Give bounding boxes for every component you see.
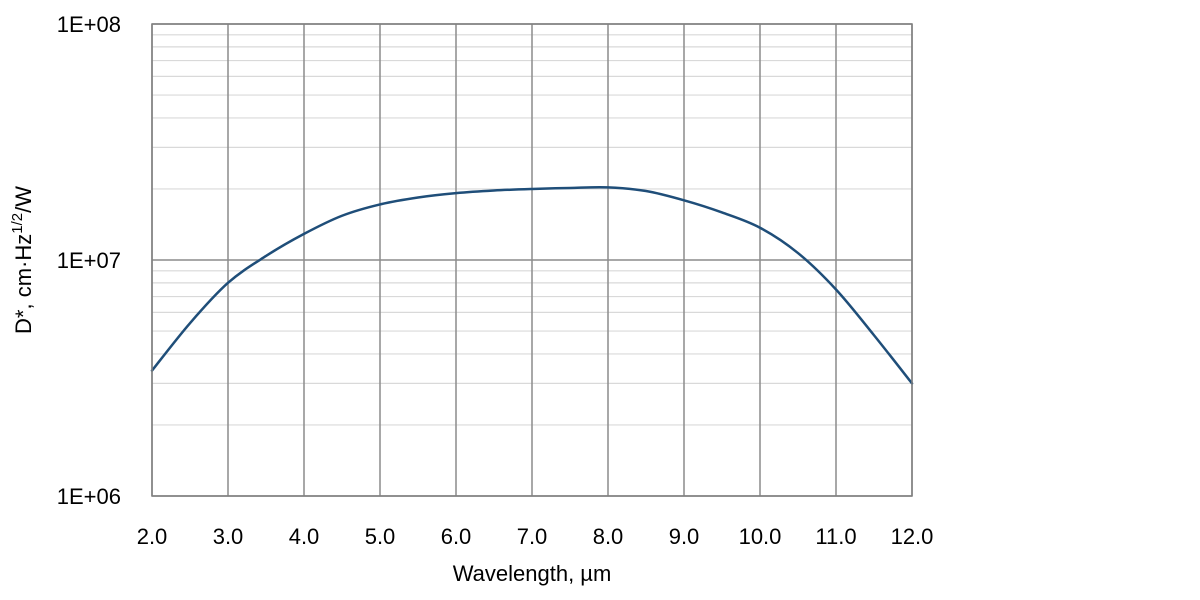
x-tick-label: 6.0: [441, 524, 472, 549]
x-tick-labels: 2.0 3.0 4.0 5.0 6.0 7.0 8.0 9.0 10.0 11.0 12.0: [137, 524, 934, 549]
y-axis-title-superscript: 1/2: [9, 213, 26, 234]
y-tick-label: 1E+06: [57, 484, 121, 509]
y-axis-title-main: D*, cm·Hz: [11, 234, 36, 334]
x-tick-label: 4.0: [289, 524, 320, 549]
detectivity-series-line: [150, 186, 914, 385]
y-tick-label: 1E+07: [57, 248, 121, 273]
x-tick-label: 9.0: [669, 524, 700, 549]
x-axis-title: Wavelength, µm: [453, 561, 612, 586]
x-tick-label: 5.0: [365, 524, 396, 549]
x-tick-label: 3.0: [213, 524, 244, 549]
x-tick-label: 2.0: [137, 524, 168, 549]
x-tick-label: 11.0: [815, 524, 856, 549]
x-tick-label: 8.0: [593, 524, 624, 549]
y-tick-label: 1E+08: [57, 12, 121, 37]
plot-frame: [151, 23, 913, 497]
x-tick-label: 12.0: [891, 524, 934, 549]
x-tick-label: 10.0: [739, 524, 782, 549]
x-tick-label: 7.0: [517, 524, 548, 549]
y-axis-title: D*, cm·Hz1/2/W: [9, 186, 36, 334]
y-axis-title-suffix: /W: [11, 186, 36, 213]
series-layer: [150, 186, 914, 385]
y-tick-labels: 1E+06 1E+07 1E+08: [57, 12, 121, 509]
